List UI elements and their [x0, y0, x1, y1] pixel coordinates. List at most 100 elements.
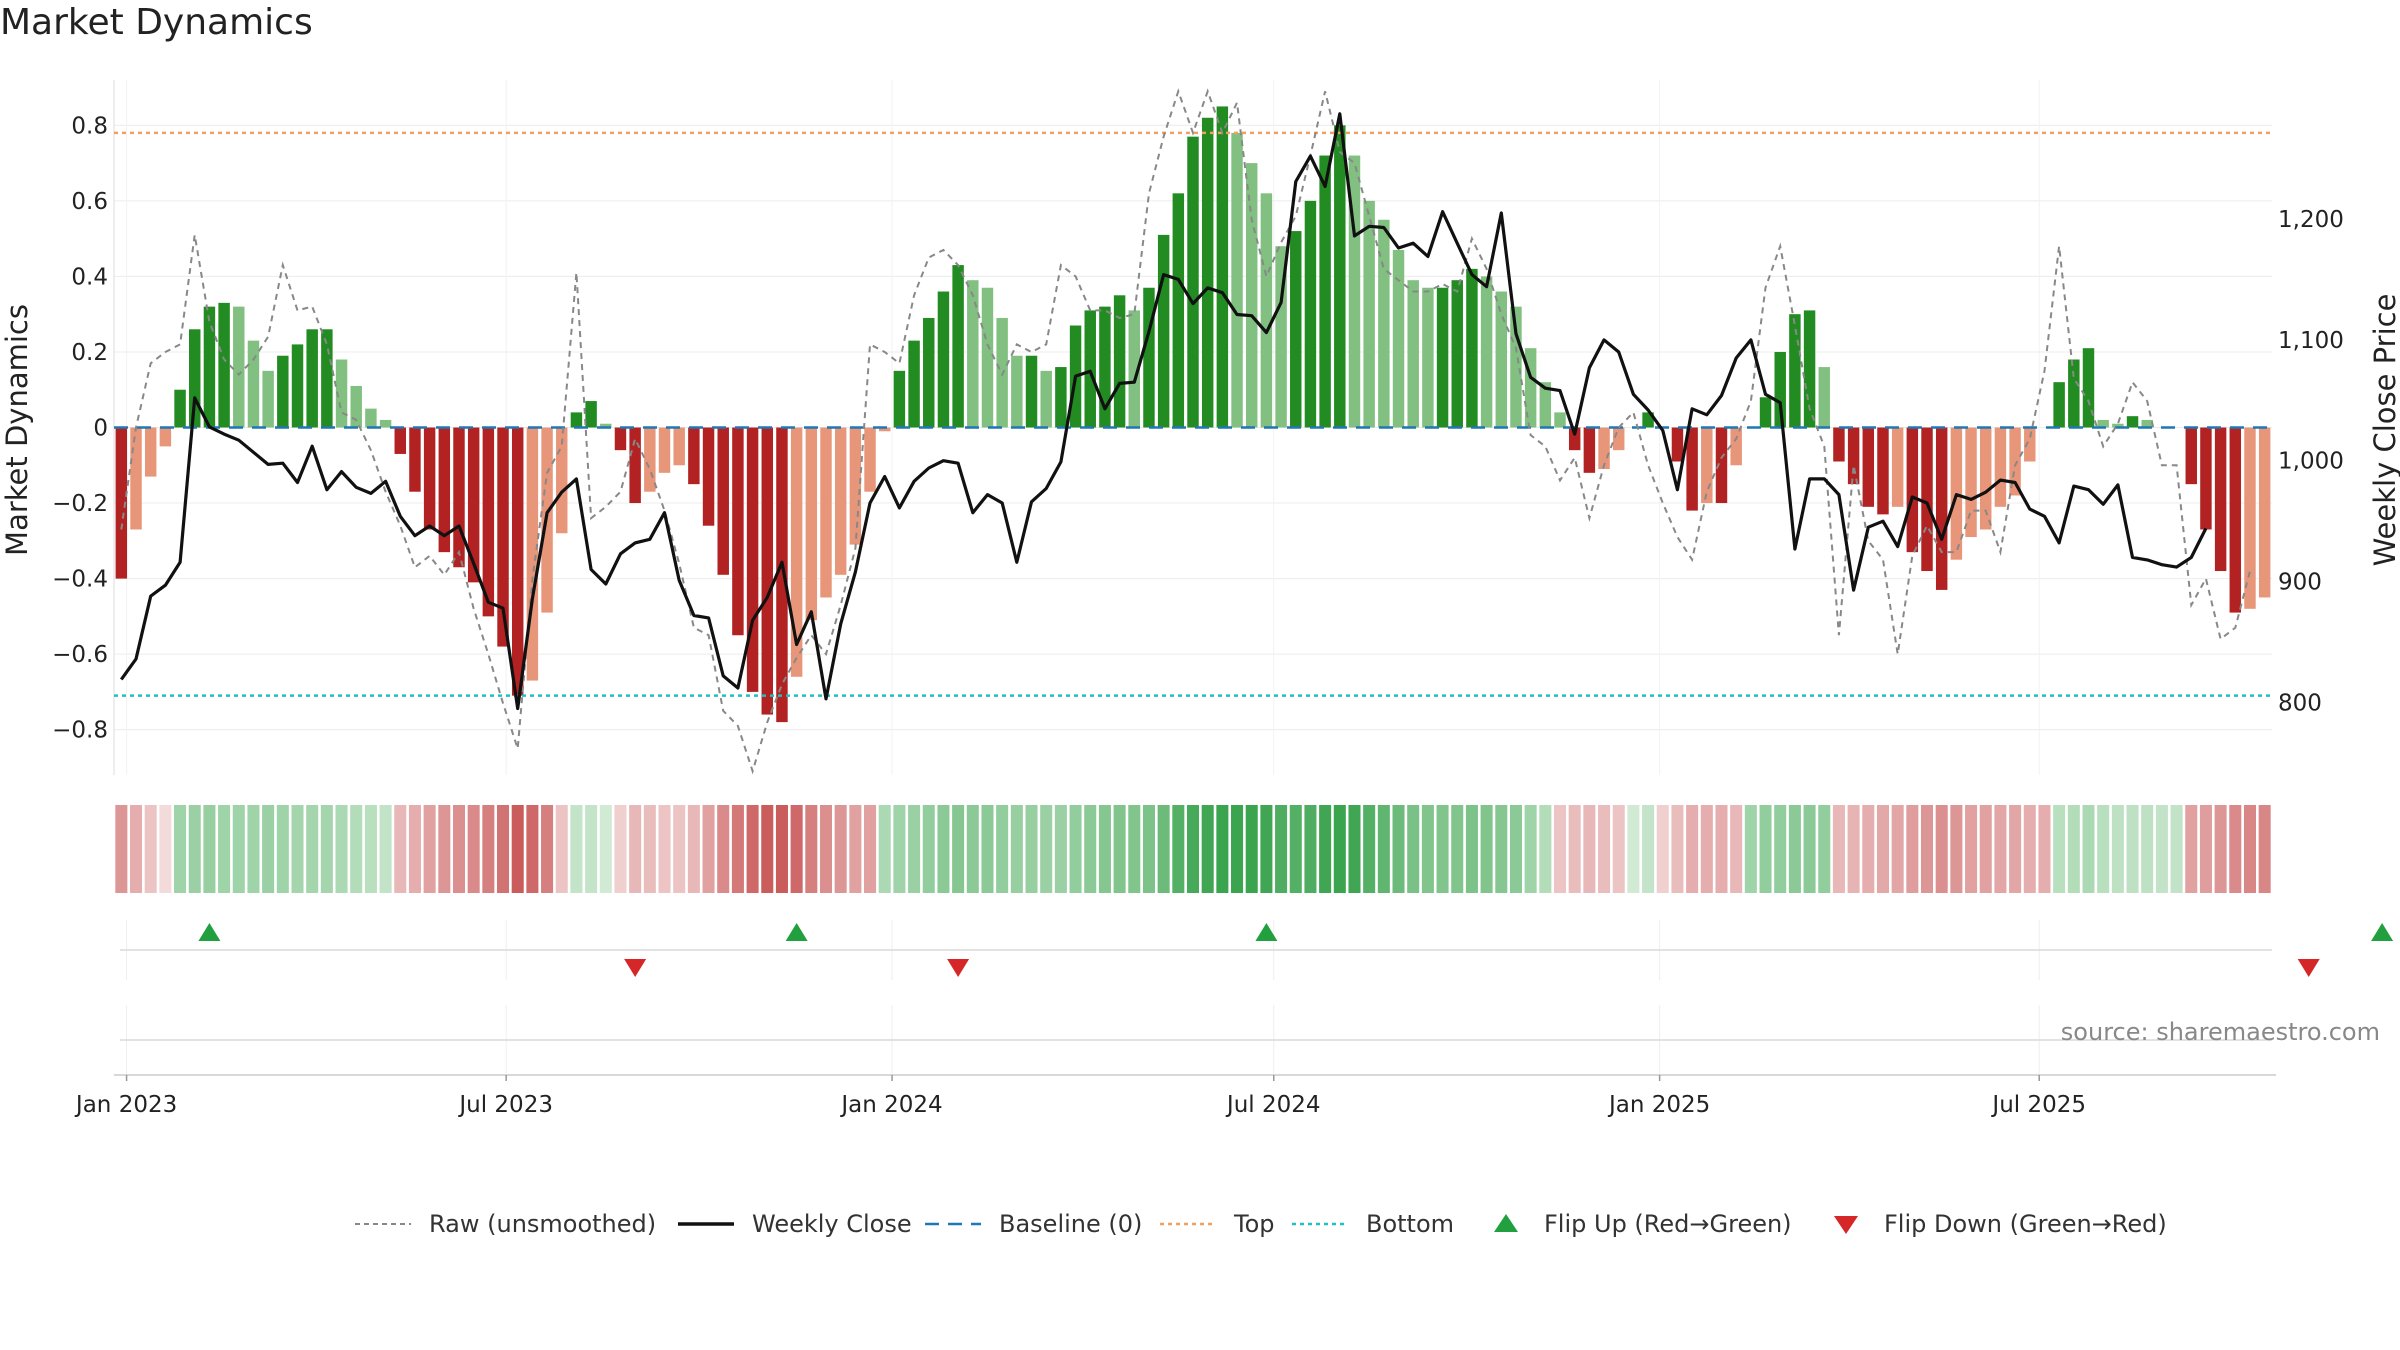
y2-axis-ticks: 800 900 1,000 1,100 1,200 [2278, 207, 2344, 716]
bar [511, 427, 524, 696]
legend-label: Flip Down (Green→Red) [1884, 1210, 2167, 1238]
bar [262, 370, 274, 428]
bar [189, 329, 201, 428]
bar [908, 340, 920, 428]
bar [1055, 367, 1067, 428]
ribbon-cell [1275, 805, 1288, 893]
bar [1172, 193, 1185, 428]
legend-label: Raw (unsmoothed) [429, 1210, 656, 1238]
bar [658, 427, 671, 473]
ribbon-cell [1583, 805, 1596, 893]
bar [159, 427, 172, 447]
bar [952, 265, 964, 428]
bar [203, 306, 216, 428]
ribbon-cell [775, 805, 788, 893]
legend-label: Top [1233, 1210, 1275, 1238]
bar [688, 427, 700, 485]
ribbon-cell [1832, 805, 1845, 893]
bar [893, 370, 906, 428]
ribbon-cell [1084, 805, 1097, 893]
bar [2229, 427, 2242, 613]
bar [1847, 427, 1860, 485]
ribbon-cell [1040, 805, 1053, 893]
ribbon-cell [673, 805, 686, 893]
ribbon-cell [188, 805, 201, 893]
bar [1789, 314, 1801, 428]
bar [1495, 291, 1508, 428]
legend: Raw (unsmoothed) Weekly Close Baseline (0)… [355, 1210, 2167, 1238]
ribbon-cell [1231, 805, 1244, 893]
source-note: source: sharemaestro.com [2061, 1018, 2380, 1046]
ribbon-cell [834, 805, 847, 893]
ribbon-cell [262, 805, 275, 893]
bar [423, 427, 436, 530]
ribbon-cell [1509, 805, 1522, 893]
ribbon-cell [1407, 805, 1420, 893]
flip-markers-panel [120, 920, 2394, 980]
ribbon-cell [717, 805, 730, 893]
flip-down-marker [624, 959, 647, 977]
ribbon-cell [1994, 805, 2007, 893]
ribbon-cell [981, 805, 994, 893]
bar [585, 401, 597, 428]
ribbon-cell [952, 805, 965, 893]
ribbon-cell [1920, 805, 1934, 893]
ribbon-cell [878, 805, 891, 893]
ribbon-cell [2097, 805, 2110, 893]
ribbon-cell [1392, 805, 1405, 893]
legend-swatch [1834, 1216, 1858, 1234]
y-tick-label: 0.2 [71, 340, 108, 366]
bar [1275, 246, 1287, 428]
ribbon-cell [1216, 805, 1229, 893]
x-tick-label: Jul 2024 [1225, 1092, 1321, 1118]
ribbon-cell [1142, 805, 1155, 893]
ribbon-cell [1524, 805, 1537, 893]
legend-label: Bottom [1366, 1210, 1454, 1238]
ribbon-cell [511, 805, 524, 893]
ribbon-cell [1260, 805, 1273, 893]
ribbon-cell [2053, 805, 2066, 893]
bar [805, 427, 818, 621]
ribbon-cell [599, 805, 612, 893]
ribbon-cell [1612, 805, 1625, 893]
ribbon-cell [1642, 805, 1655, 893]
ribbon-cell [467, 805, 480, 893]
ribbon-cell [1025, 805, 1038, 893]
legend-label: Weekly Close [752, 1210, 912, 1238]
x-tick-label: Jul 2023 [457, 1092, 553, 1118]
bar [1113, 295, 1126, 428]
bar [1701, 427, 1713, 504]
ribbon-cell [1333, 805, 1346, 893]
bar [1319, 155, 1331, 428]
bar [1935, 427, 1948, 590]
ribbon-cell [1598, 805, 1611, 893]
raw-series-line [120, 88, 2251, 775]
bar [1671, 427, 1684, 462]
bar [2112, 423, 2124, 428]
bar [629, 427, 641, 504]
ribbon-cell [1128, 805, 1141, 893]
bar [820, 427, 832, 598]
ribbon-cell [115, 805, 128, 893]
bar [1407, 280, 1419, 428]
ribbon-cell [658, 805, 671, 893]
ribbon-cell [629, 805, 642, 893]
bar [1862, 427, 1875, 507]
bar [1143, 287, 1155, 428]
ribbon-cell [1744, 805, 1757, 893]
bar [1598, 427, 1610, 470]
ribbon-cell [408, 805, 421, 893]
bar [335, 359, 348, 428]
bar [849, 427, 862, 545]
bar [776, 427, 788, 723]
x-tick-label: Jul 2025 [1990, 1092, 2086, 1118]
ribbon-cell [1319, 805, 1332, 893]
bar [1378, 219, 1390, 428]
ribbon-cell [805, 805, 818, 893]
bar [761, 427, 773, 715]
ribbon-cell [1979, 805, 1992, 893]
bar [1965, 427, 1977, 538]
ribbon-cell [687, 805, 700, 893]
bar [1803, 310, 1816, 428]
bar [115, 427, 128, 579]
